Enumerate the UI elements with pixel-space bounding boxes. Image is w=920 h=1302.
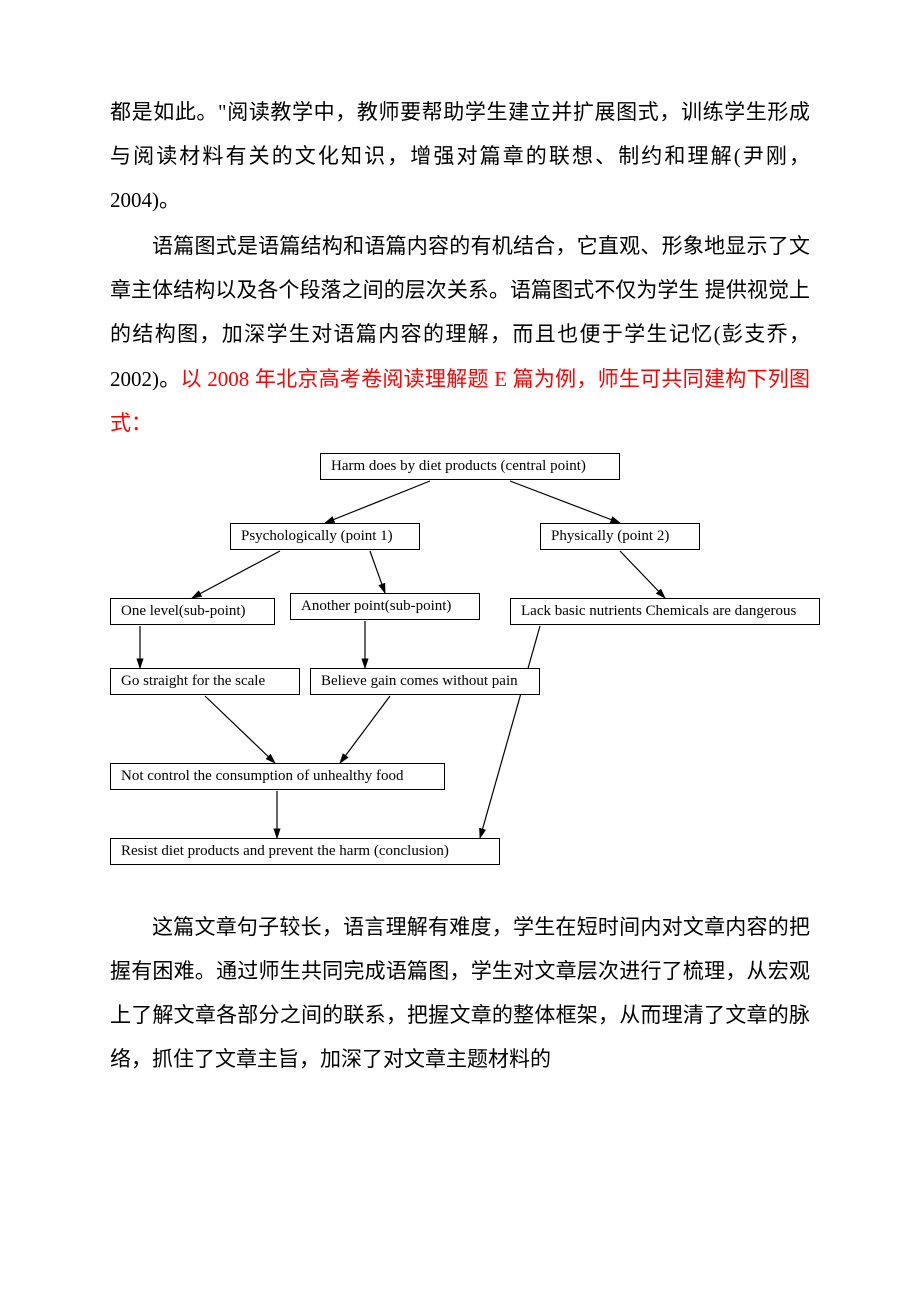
- diagram-node-p1: Psychologically (point 1): [230, 523, 420, 550]
- diagram-node-sp1: One level(sub-point): [110, 598, 275, 625]
- diagram-edge-8: [340, 696, 390, 763]
- paragraph-2: 语篇图式是语篇结构和语篇内容的有机结合，它直观、形象地显示了文章主体结构以及各个…: [110, 224, 810, 444]
- diagram-node-root: Harm does by diet products (central poin…: [320, 453, 620, 480]
- diagram-edge-3: [370, 551, 385, 593]
- paragraph-2-red: 以 2008 年北京高考卷阅读理解题 E 篇为例，师生可共同建构下列图式：: [110, 367, 810, 435]
- paragraph-1: 都是如此。"阅读教学中，教师要帮助学生建立并扩展图式，训练学生形成与阅读材料有关…: [110, 90, 810, 222]
- diagram-edge-0: [325, 481, 430, 523]
- diagram-edge-7: [205, 696, 275, 763]
- diagram-node-p2leaf: Lack basic nutrients Chemicals are dange…: [510, 598, 820, 625]
- diagram-node-l2: Believe gain comes without pain: [310, 668, 540, 695]
- diagram-edge-4: [620, 551, 665, 598]
- document-page: 都是如此。"阅读教学中，教师要帮助学生建立并扩展图式，训练学生形成与阅读材料有关…: [0, 0, 920, 1143]
- diagram-edge-1: [510, 481, 620, 523]
- diagram-node-merge: Not control the consumption of unhealthy…: [110, 763, 445, 790]
- diagram-node-sp2: Another point(sub-point): [290, 593, 480, 620]
- schema-diagram: Harm does by diet products (central poin…: [110, 453, 810, 893]
- diagram-node-l1: Go straight for the scale: [110, 668, 300, 695]
- diagram-node-concl: Resist diet products and prevent the har…: [110, 838, 500, 865]
- diagram-edge-9: [480, 626, 540, 838]
- diagram-node-p2: Physically (point 2): [540, 523, 700, 550]
- diagram-edge-2: [192, 551, 280, 598]
- paragraph-3: 这篇文章句子较长，语言理解有难度，学生在短时间内对文章内容的把握有困难。通过师生…: [110, 905, 810, 1081]
